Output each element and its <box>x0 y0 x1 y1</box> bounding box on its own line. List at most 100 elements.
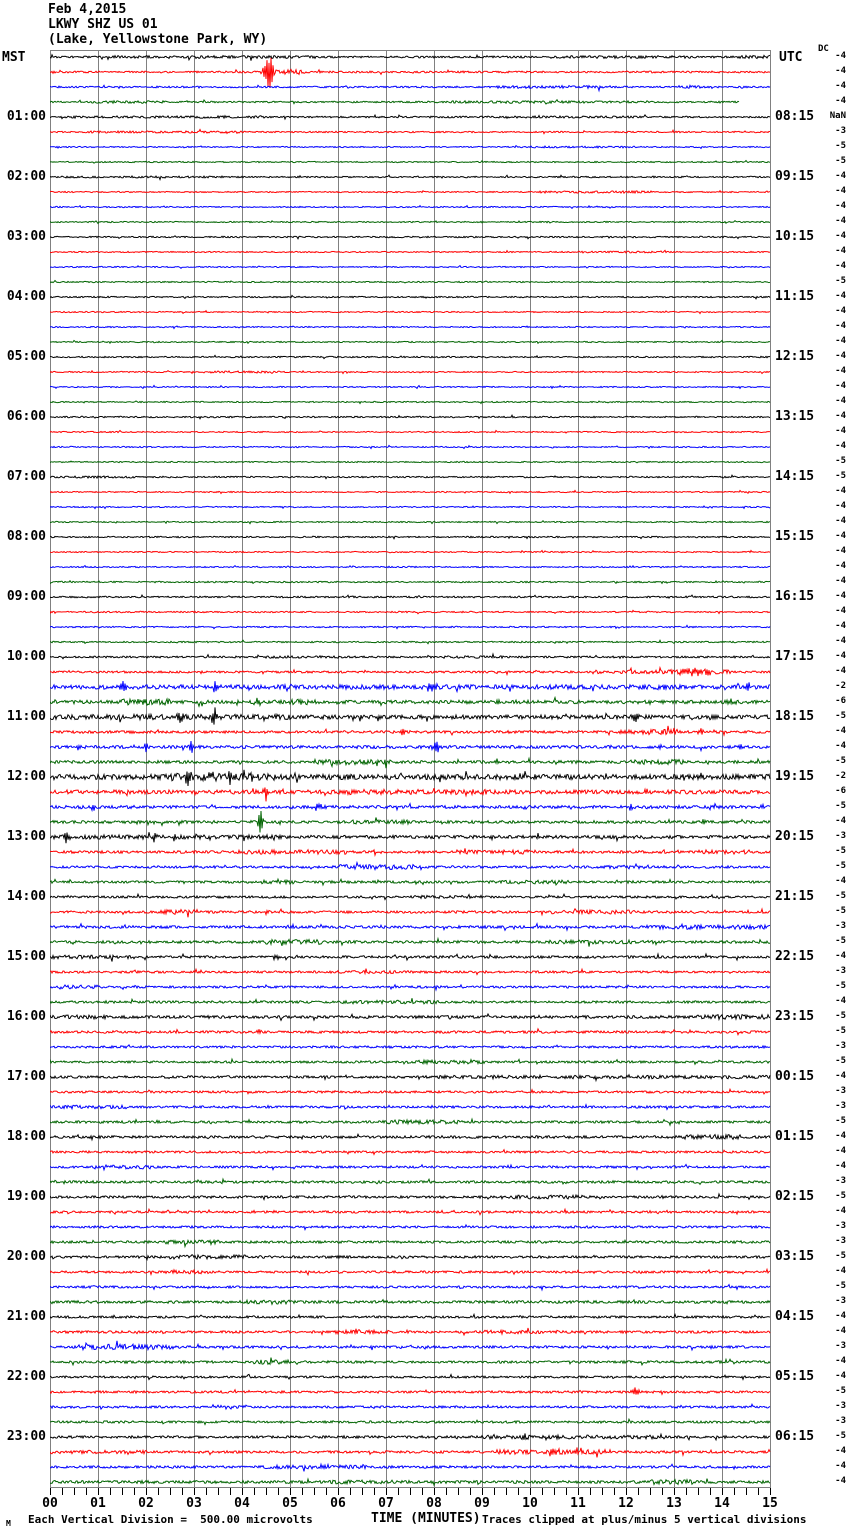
microvolt-symbol: M <box>6 1519 11 1528</box>
dc-offset-value: -4 <box>835 96 846 106</box>
utc-hour-label: 22:15 <box>775 949 815 964</box>
seismogram-trace-1930 <box>50 1223 771 1232</box>
helicorder-plot[interactable] <box>50 50 771 1489</box>
seismogram-trace-0330 <box>50 264 771 269</box>
seismogram-trace-1730 <box>50 1103 771 1111</box>
utc-hour-label: 08:15 <box>775 109 815 124</box>
dc-offset-value: -4 <box>835 1461 846 1471</box>
dc-offset-value: -3 <box>835 831 846 841</box>
seismogram-trace-1215 <box>50 787 771 802</box>
utc-hour-label: 00:15 <box>775 1069 815 1084</box>
seismogram-trace-0100 <box>50 113 771 121</box>
clipping-note: Traces clipped at plus/minus 5 vertical … <box>482 1513 807 1526</box>
seismogram-trace-1745 <box>50 1117 771 1127</box>
seismogram-trace-1530 <box>50 983 771 992</box>
seismogram-trace-0615 <box>50 429 771 434</box>
seismogram-trace-1030 <box>50 680 771 694</box>
dc-offset-value: -4 <box>835 201 846 211</box>
minute-tick-label: 08 <box>426 1496 442 1511</box>
mst-hour-label: 03:00 <box>6 229 46 244</box>
mst-hour-label: 02:00 <box>6 169 46 184</box>
seismogram-trace-1500 <box>50 952 771 962</box>
dc-offset-value: -5 <box>835 276 846 286</box>
seismogram-trace-0830 <box>50 564 771 569</box>
seismogram-trace-1400 <box>50 892 771 901</box>
dc-offset-value: -3 <box>835 966 846 976</box>
utc-hour-label: 21:15 <box>775 889 815 904</box>
dc-offset-value: -3 <box>835 1236 846 1246</box>
minute-tick-label: 13 <box>666 1496 682 1511</box>
utc-hour-label: 05:15 <box>775 1369 815 1384</box>
seismogram-trace-1300 <box>50 832 771 844</box>
utc-hour-label: 02:15 <box>775 1189 815 1204</box>
dc-offset-value: -5 <box>835 846 846 856</box>
dc-offset-value: -4 <box>835 1131 846 1141</box>
dc-offset-value: -2 <box>835 771 846 781</box>
utc-hour-label: 16:15 <box>775 589 815 604</box>
seismogram-trace-2215 <box>50 1387 771 1396</box>
dc-offset-value: -4 <box>835 1311 846 1321</box>
seismogram-trace-0500 <box>50 354 771 360</box>
seismogram-trace-0215 <box>50 189 770 195</box>
seismogram-trace-2045 <box>50 1298 771 1306</box>
vertical-scale-note: Each Vertical Division = 500.00 microvol… <box>28 1513 313 1526</box>
utc-hour-label: 15:15 <box>775 529 815 544</box>
mst-hour-label: 05:00 <box>6 349 46 364</box>
dc-offset-value: NaN <box>829 111 846 121</box>
seismogram-trace-2145 <box>50 1357 771 1367</box>
dc-offset-value: -4 <box>835 606 846 616</box>
mst-hour-label: 16:00 <box>6 1009 46 1024</box>
mst-hour-label: 17:00 <box>6 1069 46 1084</box>
dc-offset-value: -4 <box>835 741 846 751</box>
dc-offset-value: -5 <box>835 1026 846 1036</box>
seismogram-trace-2345 <box>50 1477 771 1487</box>
seismogram-trace-0915 <box>50 609 771 615</box>
dc-offset-value: -5 <box>835 156 846 166</box>
dc-offset-value: -4 <box>835 1356 846 1366</box>
dc-offset-value: -4 <box>835 486 846 496</box>
dc-offset-value: -4 <box>835 186 846 196</box>
utc-hour-label: 20:15 <box>775 829 815 844</box>
dc-offset-value: -3 <box>835 1221 846 1231</box>
minute-tick-label: 00 <box>42 1496 58 1511</box>
dc-offset-value: -3 <box>835 1176 846 1186</box>
dc-offset-value: -3 <box>835 921 846 931</box>
utc-hour-label: 04:15 <box>775 1309 815 1324</box>
minute-tick-label: 03 <box>186 1496 202 1511</box>
seismogram-trace-2015 <box>50 1267 771 1277</box>
title-station: LKWY SHZ US 01 <box>48 17 158 32</box>
mst-hour-label: 11:00 <box>6 709 46 724</box>
dc-offset-value: -3 <box>835 1086 846 1096</box>
seismogram-trace-0400 <box>50 294 771 300</box>
seismogram-trace-2030 <box>50 1283 771 1292</box>
seismogram-trace-0230 <box>50 204 771 210</box>
dc-offset-value: -3 <box>835 1101 846 1111</box>
dc-offset-value: -5 <box>835 936 846 946</box>
seismogram-trace-0300 <box>50 235 771 240</box>
dc-offset-value: -3 <box>835 1296 846 1306</box>
dc-offset-value: -5 <box>835 1251 846 1261</box>
title-location: (Lake, Yellowstone Park, WY) <box>48 32 268 47</box>
dc-offset-value: -5 <box>835 861 846 871</box>
seismogram-trace-0930 <box>50 624 771 630</box>
dc-offset-value: -5 <box>835 1431 846 1441</box>
seismogram-trace-0700 <box>50 474 771 480</box>
dc-offset-value: -5 <box>835 471 846 481</box>
seismogram-trace-1315 <box>50 847 771 858</box>
dc-offset-value: -5 <box>835 1056 846 1066</box>
utc-hour-label: 17:15 <box>775 649 815 664</box>
plot-border <box>50 50 771 1489</box>
mst-hour-label: 15:00 <box>6 949 46 964</box>
mst-hour-label: 10:00 <box>6 649 46 664</box>
dc-offset-value: -4 <box>835 396 846 406</box>
minute-tick-label: 15 <box>762 1496 778 1511</box>
dc-offset-value: -4 <box>835 591 846 601</box>
dc-offset-value: -4 <box>835 816 846 826</box>
seismogram-trace-1100 <box>50 707 771 725</box>
right-timezone-label: UTC <box>779 50 803 65</box>
minute-tick-label: 11 <box>570 1496 586 1511</box>
mst-hour-label: 04:00 <box>6 289 46 304</box>
mst-hour-label: 14:00 <box>6 889 46 904</box>
minute-tick-label: 12 <box>618 1496 634 1511</box>
